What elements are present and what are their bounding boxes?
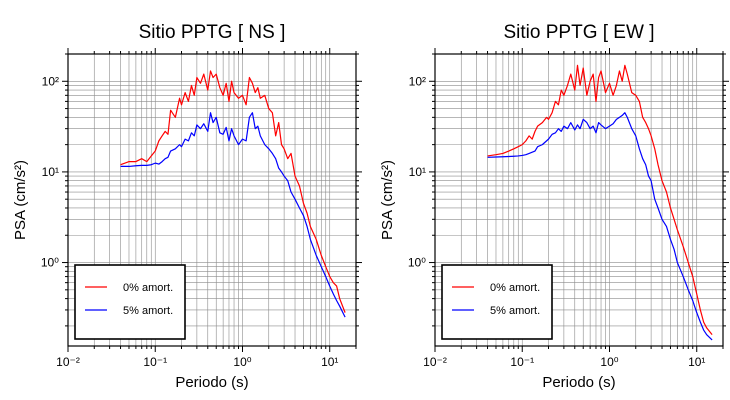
y-tick-label: 10⁰ [408, 256, 426, 270]
y-tick-label: 10¹ [409, 165, 426, 179]
legend-box [441, 264, 553, 340]
legend: 0% amort. 5% amort. [441, 264, 553, 340]
chart-ns: Sitio PPTG [ NS ] 10⁻² 10⁻¹ 10⁰ 10¹10⁰10¹10… [12, 22, 362, 391]
legend-label-1: 5% amort. [490, 305, 540, 317]
plot-area [120, 70, 346, 318]
x-tick-label: 10⁰ [233, 355, 251, 369]
chart-title: Sitio PPTG [ NS ] [139, 22, 286, 43]
series-line-0 [487, 64, 713, 336]
chart-title: Sitio PPTG [ EW ] [504, 22, 655, 43]
y-axis-label: PSA (cm/s²) [12, 160, 29, 240]
series-line-1 [120, 112, 346, 318]
legend-label-1: 5% amort. [123, 305, 173, 317]
x-tick-label: 10¹ [321, 355, 338, 369]
series-line-1 [487, 112, 713, 341]
legend-label-0: 0% amort. [490, 282, 540, 294]
plot-area [487, 64, 713, 341]
ticks: 10⁻² 10⁻¹ 10⁰ 10¹ 10⁰ 10¹ 10² [41, 48, 362, 369]
ticks: 10⁻² 10⁻¹ 10⁰ 10¹ 10⁰ 10¹ 10² [408, 48, 729, 369]
x-tick-label: 10⁰ [600, 355, 618, 369]
x-tick-label: 10⁻² [423, 355, 447, 369]
x-axis-label: Periodo (s) [175, 374, 248, 391]
y-tick-label: 10² [409, 74, 426, 88]
x-tick-label: 10¹ [688, 355, 705, 369]
series-line-0 [120, 70, 346, 313]
y-axis-label: PSA (cm/s²) [379, 160, 396, 240]
x-axis-label: Periodo (s) [542, 374, 615, 391]
plot-frame [67, 53, 357, 347]
y-tick-label: 10⁰ [41, 256, 59, 270]
legend-label-0: 0% amort. [123, 282, 173, 294]
y-tick-label: 10¹ [42, 165, 59, 179]
x-tick-label: 10⁻¹ [510, 355, 534, 369]
legend-box [74, 264, 186, 340]
chart-ew: Sitio PPTG [ EW ] 10⁻² 10⁻¹ 10⁰ 10¹10⁰10¹10… [379, 22, 729, 391]
x-tick-label: 10⁻¹ [143, 355, 167, 369]
plot-frame [434, 53, 724, 347]
x-tick-label: 10⁻² [56, 355, 80, 369]
legend: 0% amort. 5% amort. [74, 264, 186, 340]
y-tick-label: 10² [42, 74, 59, 88]
